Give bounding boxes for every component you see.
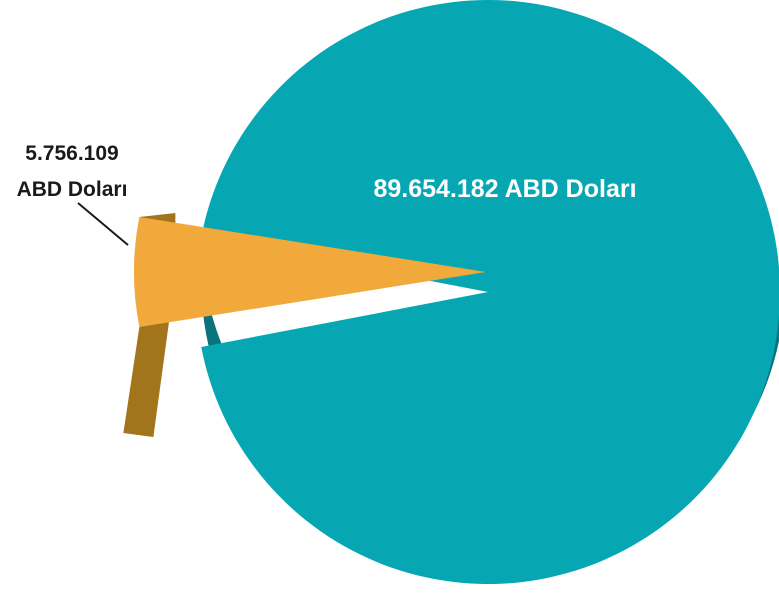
pie-slice-small — [134, 216, 487, 328]
small-slice-leader-line — [77, 202, 129, 246]
pie-slice-large — [201, 0, 779, 584]
large-slice-label: 89.654.182 ABD Doları — [373, 175, 636, 203]
small-slice-unit-label: ABD Doları — [17, 178, 128, 201]
small-slice-value-label: 5.756.109 — [25, 142, 118, 165]
